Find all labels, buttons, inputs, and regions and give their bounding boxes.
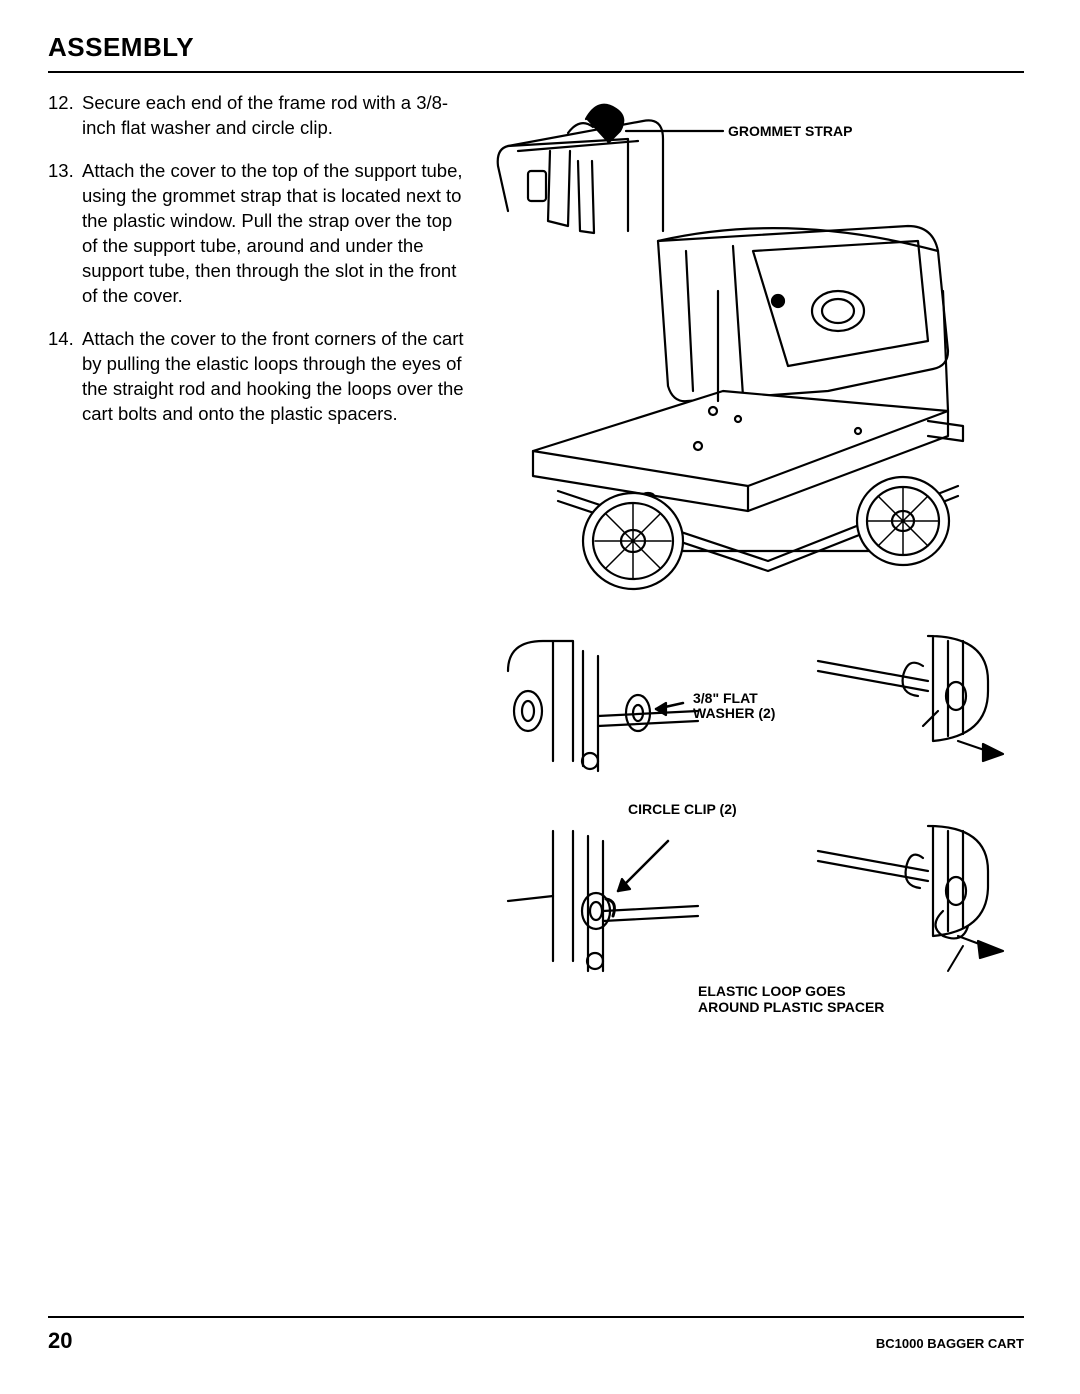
- step-13: 13. Attach the cover to the top of the s…: [48, 159, 468, 309]
- content-area: 12. Secure each end of the frame rod wit…: [48, 91, 1024, 991]
- label-grommet-strap: GROMMET STRAP: [728, 123, 852, 139]
- label-washer: 3/8" FLAT WASHER (2): [693, 691, 775, 722]
- section-title: ASSEMBLY: [48, 32, 1024, 63]
- page-number: 20: [48, 1328, 72, 1354]
- label-elastic-loop: ELASTIC LOOP GOES AROUND PLASTIC SPACER: [698, 983, 884, 1015]
- step-14: 14. Attach the cover to the front corner…: [48, 327, 468, 427]
- label-washer-line2: WASHER (2): [693, 705, 775, 721]
- step-number: 13.: [48, 159, 82, 309]
- detail-corner-right-2: [808, 816, 1008, 976]
- label-washer-line1: 3/8" FLAT: [693, 690, 758, 706]
- step-number: 14.: [48, 327, 82, 427]
- detail-clip-left: [498, 821, 708, 981]
- detail-washer-left: [498, 621, 708, 781]
- step-12: 12. Secure each end of the frame rod wit…: [48, 91, 468, 141]
- footer-title: BC1000 BAGGER CART: [876, 1336, 1024, 1351]
- detail-corner-right-1: [808, 626, 1008, 776]
- label-circle-clip: CIRCLE CLIP (2): [628, 801, 737, 817]
- instructions-column: 12. Secure each end of the frame rod wit…: [48, 91, 468, 991]
- diagram-column: GROMMET STRAP: [488, 91, 1024, 991]
- label-loop-line1: ELASTIC LOOP GOES: [698, 983, 846, 999]
- step-text: Attach the cover to the front corners of…: [82, 327, 468, 427]
- cart-diagram: [488, 91, 1008, 651]
- step-text: Secure each end of the frame rod with a …: [82, 91, 468, 141]
- step-text: Attach the cover to the top of the suppo…: [82, 159, 468, 309]
- label-loop-line2: AROUND PLASTIC SPACER: [698, 999, 884, 1015]
- page-footer: 20 BC1000 BAGGER CART: [48, 1316, 1024, 1354]
- step-number: 12.: [48, 91, 82, 141]
- page-header: ASSEMBLY: [48, 32, 1024, 73]
